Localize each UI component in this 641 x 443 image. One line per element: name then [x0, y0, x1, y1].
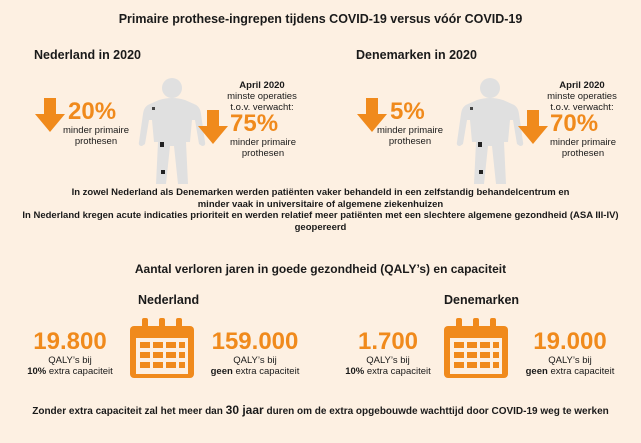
dk-april: April 2020 [559, 80, 605, 91]
dk-qaly-0-cap1: QALY’s bij [548, 355, 592, 366]
dk-right-caption-1: minder primaire [550, 137, 616, 148]
nl-qaly-0-cap2: extra capaciteit [232, 366, 300, 377]
nl-left-caption: minder primaire prothesen [56, 125, 136, 147]
nl-left-caption-2: prothesen [74, 136, 118, 147]
nl-qaly-0-bold: geen [210, 366, 233, 377]
dk-qaly-10-cap1: QALY’s bij [366, 355, 410, 366]
footer-highlight: 30 jaar [225, 403, 264, 417]
nl-left-caption-1: minder primaire [63, 125, 129, 136]
dk-right-caption-2: prothesen [561, 148, 605, 159]
nl-pct-right: 75% [230, 110, 279, 137]
footer-note: Zonder extra capaciteit zal het meer dan… [0, 403, 641, 417]
dk-qaly-10-caption: QALY’s bij 10% extra capaciteit [340, 355, 436, 377]
nl-qaly-0-cap1: QALY’s bij [233, 355, 277, 366]
calendar-icon [128, 318, 196, 380]
country-title-nl: Nederland in 2020 [34, 48, 141, 62]
nl-pct-left: 20% [68, 98, 117, 125]
dk-qaly-10-bold: 10% [345, 366, 365, 377]
summary-line-3: In Nederland kregen acute indicaties pri… [22, 210, 619, 233]
nl-right-caption-2: prothesen [241, 148, 285, 159]
nl-right-caption: minder primaire prothesen [218, 137, 308, 159]
nl-qaly-0: 159.000 [211, 328, 299, 355]
nl-april-3: t.o.v. verwacht: [230, 102, 294, 113]
dk-left-caption: minder primaire prothesen [370, 125, 450, 147]
dk-qaly-0-bold: geen [525, 366, 548, 377]
dk-pct-right: 70% [550, 110, 599, 137]
nl-right-caption-1: minder primaire [230, 137, 296, 148]
nl-april-note: April 2020 minste operaties t.o.v. verwa… [218, 80, 306, 113]
footer-post: duren om de extra opgebouwde wachttijd d… [263, 406, 609, 417]
page-title: Primaire prothese-ingrepen tijdens COVID… [118, 12, 523, 26]
nl-april: April 2020 [239, 80, 285, 91]
nl-qaly-10-bold: 10% [27, 366, 47, 377]
nl-qaly-0-caption: QALY’s bij geen extra capaciteit [200, 355, 310, 377]
dk-left-caption-1: minder primaire [377, 125, 443, 136]
country-title-dk: Denemarken in 2020 [356, 48, 477, 62]
nl-april-2: minste operaties [227, 91, 297, 102]
dk-qaly-0-cap2: extra capaciteit [547, 366, 615, 377]
nl-qaly-10-caption: QALY’s bij 10% extra capaciteit [22, 355, 118, 377]
qaly-label-dk: Denemarken [444, 293, 520, 307]
summary-line-2: minder vaak in universitaire of algemene… [197, 198, 444, 210]
summary-line-1: In zowel Nederland als Denemarken werden… [71, 187, 570, 198]
calendar-icon [442, 318, 510, 380]
dk-qaly-0-caption: QALY’s bij geen extra capaciteit [520, 355, 620, 377]
nl-qaly-10: 19.800 [33, 328, 107, 355]
section-title: Aantal verloren jaren in goede gezondhei… [134, 262, 507, 276]
dk-april-note: April 2020 minste operaties t.o.v. verwa… [538, 80, 626, 113]
nl-qaly-10-cap1: QALY’s bij [48, 355, 92, 366]
dk-pct-left: 5% [390, 98, 425, 125]
dk-april-2: minste operaties [547, 91, 617, 102]
dk-left-caption-2: prothesen [388, 136, 432, 147]
nl-qaly-10-cap2: extra capaciteit [46, 366, 113, 377]
dk-right-caption: minder primaire prothesen [538, 137, 628, 159]
qaly-label-nl: Nederland [138, 293, 200, 307]
dk-qaly-10-cap2: extra capaciteit [364, 366, 431, 377]
dk-april-3: t.o.v. verwacht: [550, 102, 614, 113]
dk-qaly-0: 19.000 [533, 328, 607, 355]
summary-text: In zowel Nederland als Denemarken werden… [0, 187, 641, 233]
dk-qaly-10: 1.700 [357, 328, 419, 355]
footer-pre: Zonder extra capaciteit zal het meer dan [32, 406, 226, 417]
